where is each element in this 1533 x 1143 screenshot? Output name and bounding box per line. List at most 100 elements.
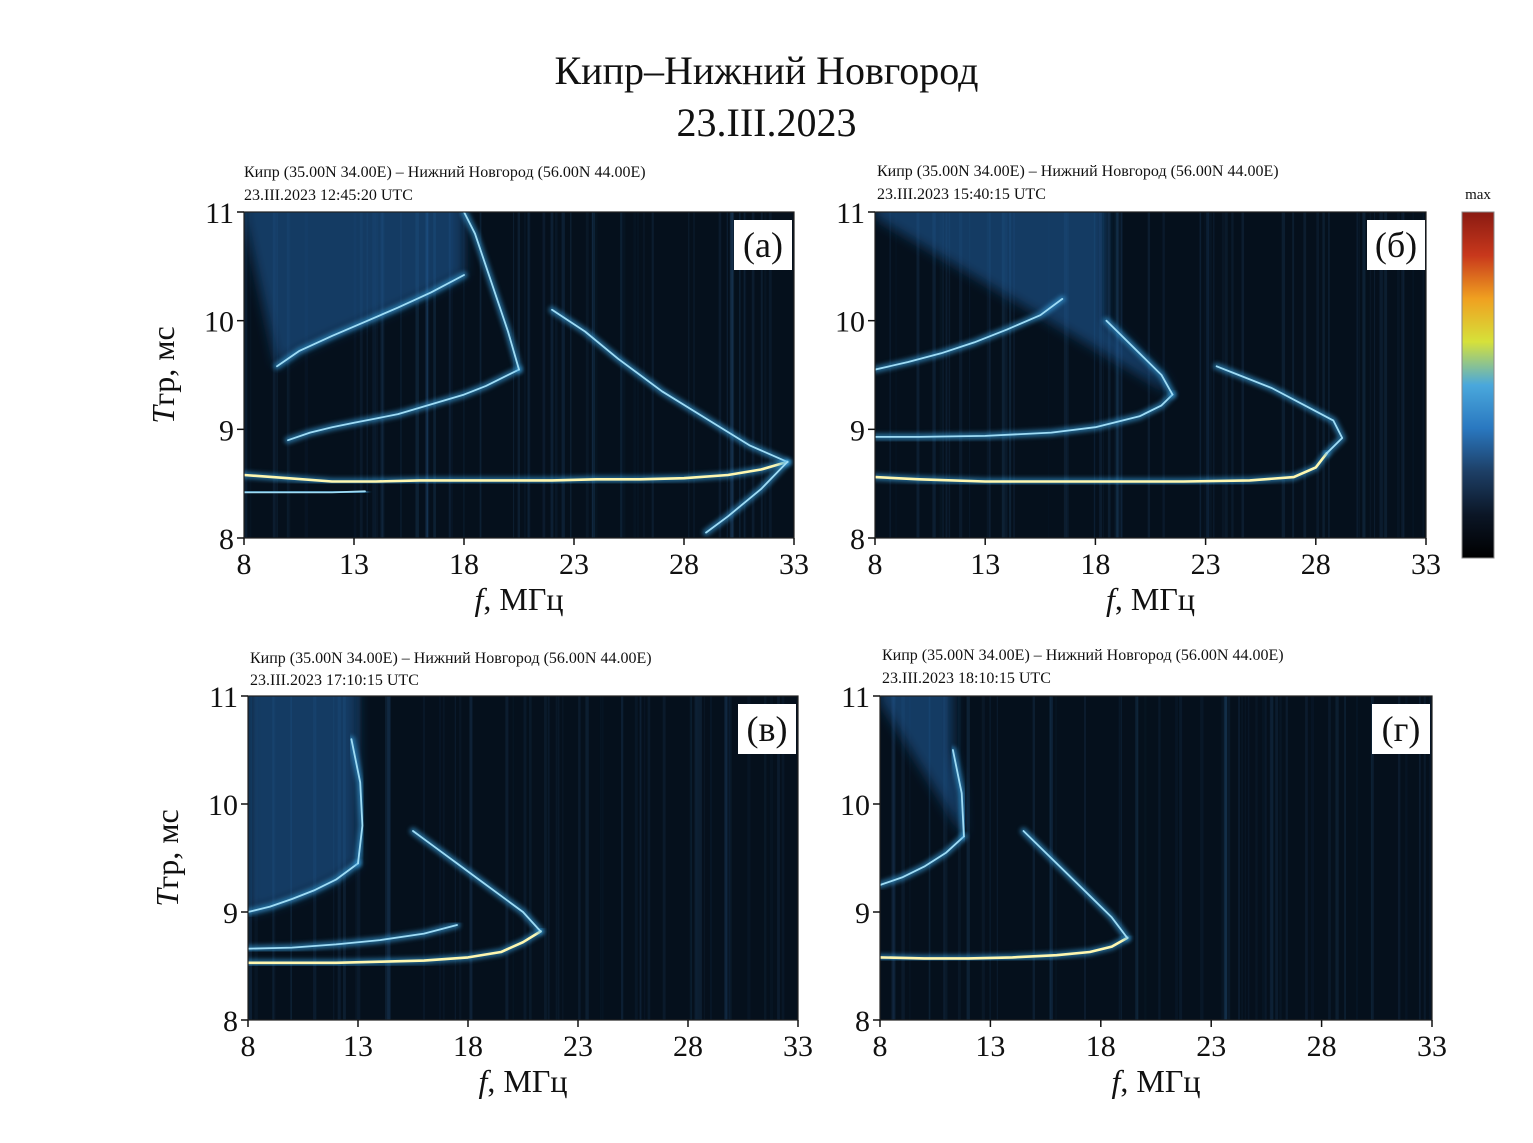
y-tick-label: 10 xyxy=(208,789,238,822)
noise-streak xyxy=(1356,212,1359,538)
diffuse-scatter xyxy=(880,696,964,837)
noise-streak xyxy=(1102,212,1105,538)
y-tick-label: 11 xyxy=(841,681,870,714)
noise-streak xyxy=(729,212,733,538)
x-tick-label: 8 xyxy=(873,1030,888,1063)
plot-frame xyxy=(879,695,1433,1021)
noise-streak xyxy=(1135,696,1139,1020)
noise-streak xyxy=(1121,212,1123,538)
noise-streak xyxy=(1247,696,1250,1020)
noise-streak xyxy=(1362,212,1366,538)
noise-streak xyxy=(718,212,722,538)
noise-streak xyxy=(781,696,785,1020)
noise-streak xyxy=(777,696,780,1020)
y-tick-label: 11 xyxy=(836,197,865,230)
x-tick-label: 33 xyxy=(779,548,809,581)
plot-content xyxy=(875,212,1424,538)
noise-streak xyxy=(647,696,651,1020)
noise-streak xyxy=(1369,212,1372,538)
panel-label: (а) xyxy=(743,225,783,265)
plot-content xyxy=(248,696,785,1020)
noise-streak xyxy=(729,696,732,1020)
noise-streak xyxy=(1429,696,1431,1020)
diffuse-scatter xyxy=(875,212,1173,395)
noise-streak xyxy=(1356,696,1358,1020)
x-axis-label: f, МГц xyxy=(479,1063,568,1099)
x-tick-label: 18 xyxy=(1086,1030,1116,1063)
noise-streak xyxy=(527,212,529,538)
noise-streak xyxy=(1063,212,1068,538)
noise-streak xyxy=(1004,212,1008,538)
noise-streak xyxy=(769,696,774,1020)
noise-streak xyxy=(1001,212,1005,538)
noise-streak xyxy=(1107,212,1111,538)
noise-streak xyxy=(449,212,453,538)
noise-streak xyxy=(764,212,767,538)
noise-streak xyxy=(928,696,931,1020)
plot-frame xyxy=(247,695,799,1021)
noise-streak xyxy=(1275,696,1279,1020)
noise-streak xyxy=(1403,212,1405,538)
x-tick-label: 28 xyxy=(1307,1030,1337,1063)
noise-streak xyxy=(731,212,735,538)
noise-streak xyxy=(523,696,527,1020)
chart-panel-3: 8 13 18 23 28 33 8 9 10 11 f, МГц Tгр, мс Кипр (35.0… xyxy=(149,650,813,1099)
noise-streak xyxy=(945,696,948,1020)
noise-streak xyxy=(382,212,385,538)
noise-streak xyxy=(943,696,946,1020)
noise-streak xyxy=(1262,696,1265,1020)
noise-streak xyxy=(591,212,596,538)
noise-streak xyxy=(374,212,379,538)
noise-streak xyxy=(989,696,991,1020)
noise-streak xyxy=(512,696,515,1020)
trace-4 xyxy=(1105,319,1174,396)
panel-label: (г) xyxy=(1382,709,1421,749)
noise-streak xyxy=(1238,696,1241,1020)
noise-streak xyxy=(966,696,970,1020)
x-tick-label: 13 xyxy=(343,1030,373,1063)
trace-2 xyxy=(1022,830,1129,939)
noise-streak xyxy=(768,212,772,538)
noise-streak xyxy=(989,212,991,538)
noise-streak xyxy=(1358,212,1360,538)
noise-streak xyxy=(570,212,572,538)
x-tick-label: 18 xyxy=(453,1030,483,1063)
noise-streak xyxy=(1083,696,1087,1020)
noise-streak xyxy=(542,212,546,538)
plot-area-background xyxy=(880,696,1432,1020)
noise-streak xyxy=(696,696,699,1020)
y-tick-label: 11 xyxy=(205,197,234,230)
panel-label-box xyxy=(734,220,792,270)
noise-streak xyxy=(1241,696,1243,1020)
noise-streak xyxy=(639,696,642,1020)
x-tick-label: 8 xyxy=(868,548,883,581)
noise-streak xyxy=(601,696,604,1020)
y-tick-label: 10 xyxy=(840,789,870,822)
noise-streak xyxy=(968,212,971,538)
noise-streak xyxy=(891,696,895,1020)
noise-streak xyxy=(249,212,252,538)
noise-streak xyxy=(651,212,654,538)
panel-header-time: 23.III.2023 15:40:15 UTC xyxy=(877,186,1046,203)
noise-streak xyxy=(1175,696,1179,1020)
noise-streak xyxy=(726,696,730,1020)
y-tick-label: 9 xyxy=(219,414,234,447)
noise-streak xyxy=(1429,696,1432,1020)
noise-streak xyxy=(724,696,728,1020)
noise-streak xyxy=(442,696,445,1020)
noise-streak xyxy=(724,696,728,1020)
plot-content xyxy=(880,696,1432,1020)
trace-5 xyxy=(350,738,364,865)
noise-streak xyxy=(505,696,509,1020)
chart-panel-4: 8 13 18 23 28 33 8 9 10 11 f, МГц Кипр (35.00N 34.0… xyxy=(840,647,1447,1099)
noise-streak xyxy=(1114,212,1117,538)
noise-streak xyxy=(594,212,598,538)
colorbar-gradient xyxy=(1461,211,1495,559)
panel-label-box xyxy=(1372,704,1430,754)
noise-streak xyxy=(1224,696,1228,1020)
noise-streak xyxy=(932,212,936,538)
noise-streak xyxy=(916,212,920,538)
noise-streak xyxy=(585,696,589,1020)
noise-streak xyxy=(528,696,532,1020)
noise-streak xyxy=(689,696,691,1020)
